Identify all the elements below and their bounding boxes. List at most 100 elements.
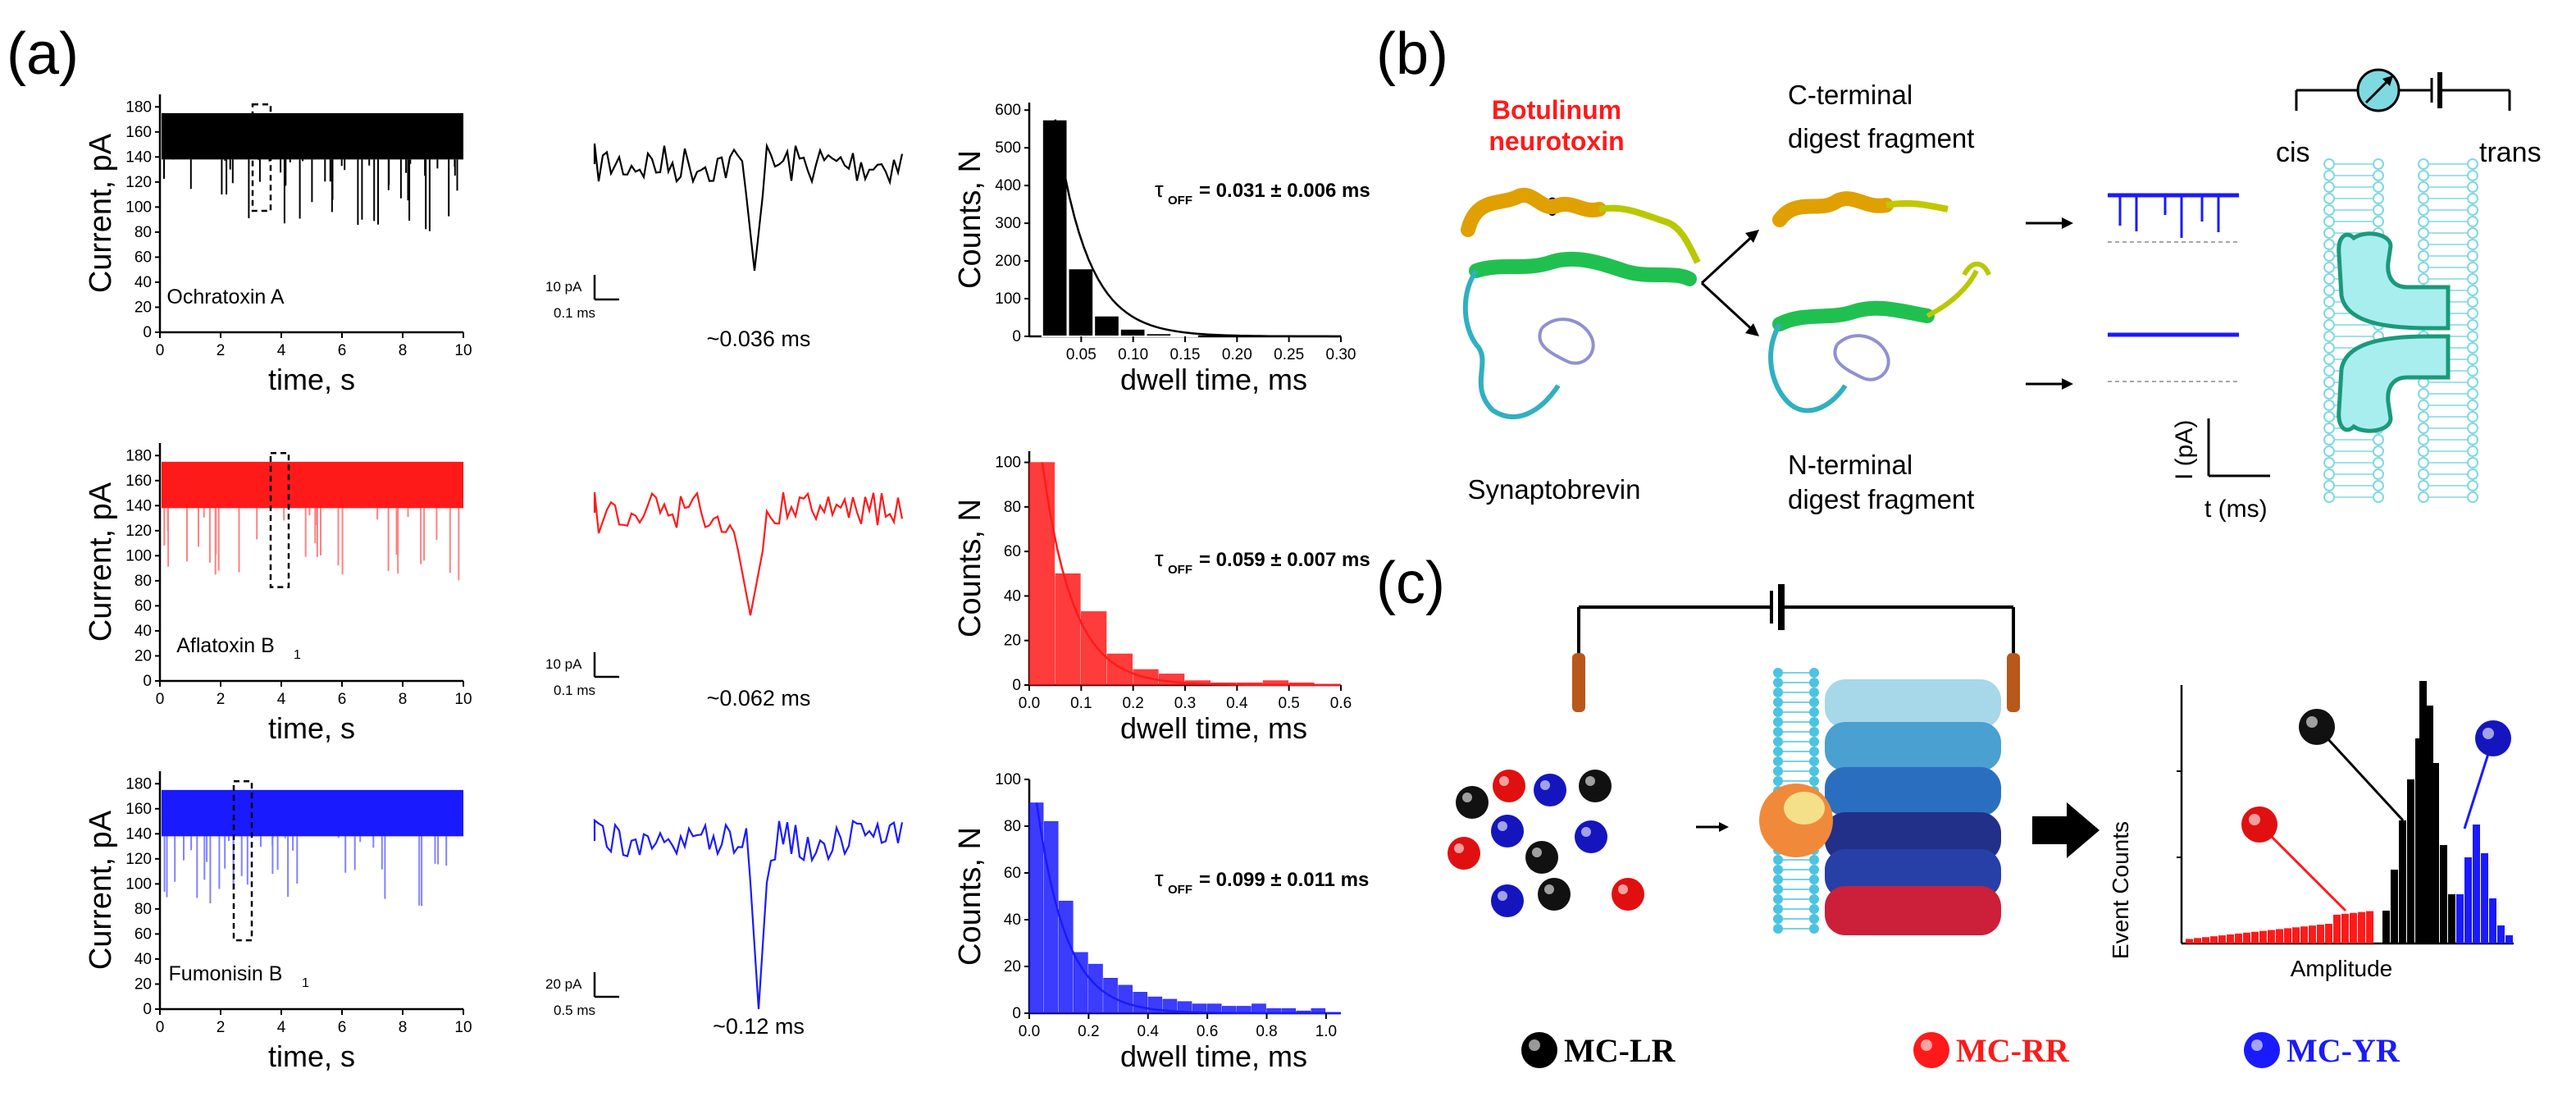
lipid-head (2467, 491, 2478, 503)
lipid-head (1773, 865, 1783, 875)
trace-xtick-label: 8 (399, 691, 408, 708)
hist-bar-red (2325, 923, 2332, 943)
lipid-head (1809, 678, 1819, 688)
hist-bar-red (2210, 936, 2218, 943)
lipid-head (1773, 707, 1783, 717)
n-fragment-line1: N-terminal (1788, 450, 1913, 480)
lipid-head (2323, 216, 2335, 227)
trace-ytick-label: 40 (134, 951, 152, 968)
lipid-head (2373, 204, 2384, 216)
lipid-head (2323, 468, 2335, 480)
hist-bar-red (2202, 937, 2209, 943)
event-duration-label: ~0.062 ms (707, 686, 811, 710)
hist-bar-red (2227, 934, 2234, 943)
lipid-head (2323, 239, 2335, 250)
trace-ytick-label: 120 (125, 851, 152, 868)
lipid-head (2323, 423, 2335, 434)
hist-xtick-label: 0.10 (1118, 346, 1148, 363)
hist-xlabel: dwell time, ms (1120, 711, 1307, 745)
hist-ylabel: Counts, N (953, 827, 987, 966)
lipid-head (2467, 445, 2478, 457)
hist-bar (1088, 963, 1103, 1014)
lipid-head (2467, 181, 2478, 193)
highlight (1462, 793, 1472, 802)
lipid-head (2418, 468, 2429, 480)
lipid-head (1809, 688, 1819, 697)
hist-ytick-label: 300 (995, 215, 1021, 232)
trace-spikes (163, 505, 460, 581)
highlight (2306, 716, 2318, 728)
tau-symbol: τ (1155, 177, 1164, 202)
analyte-label: Aflatoxin B (176, 634, 275, 657)
trace-ytick-label: 160 (125, 473, 152, 490)
trace-ytick-label: 60 (134, 597, 152, 614)
hist-bar (1106, 653, 1133, 686)
toxin-molecule (1575, 820, 1607, 853)
analyte-label: Ochratoxin A (166, 286, 284, 308)
hist-bar-red (2341, 913, 2349, 943)
annotation-molecule (2241, 806, 2277, 843)
lipid-head (2323, 273, 2335, 285)
current-trace-plot: 180 160 140 120 100 80 60 40 20 00 2 4 6 8 10 Ochratoxi… (84, 94, 472, 396)
lipid-head (2323, 377, 2335, 388)
lipid-head (1773, 855, 1783, 865)
trace-ytick-label: 20 (134, 299, 152, 316)
lipid-head (2467, 296, 2478, 308)
lipid-head (2418, 158, 2429, 170)
trace-xtick-label: 2 (217, 1019, 226, 1036)
hist-bar-blue (2481, 853, 2488, 943)
hist-bar-red (2284, 928, 2291, 943)
hist-bar (1043, 821, 1059, 1014)
hist-bar-red (2235, 933, 2242, 943)
hist-ytick-label: 60 (1004, 543, 1021, 560)
event-trace (593, 142, 904, 272)
lipid-head (2323, 227, 2335, 239)
hist-ytick-label: 0 (1012, 1005, 1021, 1022)
hist-bar-black (2382, 911, 2390, 943)
hist-bar-black (2448, 894, 2455, 943)
hist-ytick-label: 40 (1004, 587, 1021, 605)
trace-ytick-label: 0 (143, 1001, 152, 1018)
lipid-head (2323, 193, 2335, 204)
hist-ytick-label: 0 (1012, 677, 1021, 694)
lipid-head (1809, 697, 1819, 707)
highlight (2251, 1039, 2263, 1051)
toxin-label-line2: neurotoxin (1489, 126, 1624, 156)
trace-xtick-label: 0 (156, 691, 165, 708)
bound-toxin-highlight (1784, 792, 1825, 825)
lipid-head (2418, 273, 2429, 285)
hist-bar (1177, 1001, 1192, 1014)
lipid-head (2418, 193, 2429, 204)
lipid-head (2323, 158, 2335, 170)
big-arrow-icon (2032, 802, 2100, 858)
hist-bar-red (2317, 925, 2324, 943)
hist-bar-red (2358, 911, 2365, 943)
lipid-head (1809, 884, 1819, 894)
lipid-head (2467, 308, 2478, 319)
lipid-head (2323, 411, 2335, 423)
hist-bar-blue (2489, 898, 2496, 943)
lipid-head (2418, 262, 2429, 273)
hist-ytick-label: 60 (1004, 865, 1021, 882)
hist-ytick-label: 40 (1004, 911, 1021, 929)
hist-xtick-label: 0.15 (1170, 346, 1201, 363)
hist-bar-red (2333, 914, 2341, 943)
lipid-head (1809, 727, 1819, 737)
trace-xtick-label: 8 (399, 342, 408, 359)
trace-baseline-band (162, 461, 463, 509)
trace-ytick-label: 140 (125, 148, 152, 166)
panel-c: Event Counts Amplitude MC-LR MC-RR MC-YR (1448, 584, 2514, 1069)
hist-bar-black (2391, 870, 2398, 943)
hist-xlabel: dwell time, ms (1120, 363, 1307, 396)
lipid-head (2323, 342, 2335, 354)
lipid-head (2467, 193, 2478, 204)
trace-baseline-band (162, 112, 463, 160)
hist-bar (1067, 267, 1095, 337)
hist-xtick-label: 0.6 (1197, 1023, 1218, 1040)
amplitude-hist-xlabel: Amplitude (2291, 956, 2393, 981)
hist-bar-red (2300, 926, 2308, 943)
current-trace-plot: 180 160 140 120 100 80 60 40 20 00 2 4 6 8 10 Aflatoxin… (84, 443, 472, 745)
event-trace (593, 818, 904, 1010)
hist-bar-blue (2505, 935, 2513, 943)
